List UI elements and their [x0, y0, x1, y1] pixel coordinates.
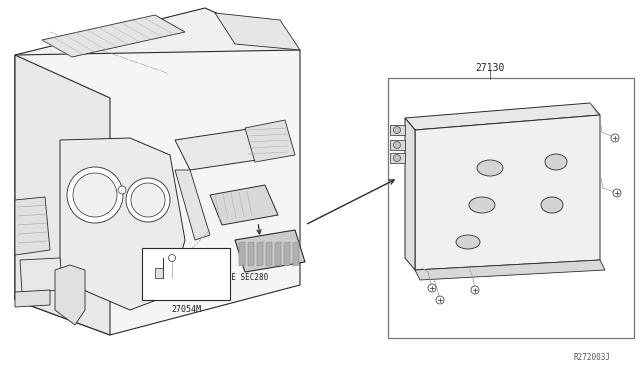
Text: 27130A: 27130A [190, 263, 218, 273]
Circle shape [613, 189, 621, 197]
Polygon shape [405, 103, 600, 130]
Bar [142, 248, 230, 300]
Text: SEE SEC280: SEE SEC280 [222, 273, 268, 282]
Circle shape [471, 286, 479, 294]
Polygon shape [20, 258, 63, 292]
Polygon shape [15, 50, 300, 335]
Circle shape [168, 254, 175, 262]
Polygon shape [257, 242, 263, 266]
Polygon shape [390, 153, 405, 163]
Polygon shape [415, 260, 605, 280]
Polygon shape [275, 242, 281, 266]
Circle shape [67, 167, 123, 223]
Polygon shape [42, 15, 185, 57]
Circle shape [611, 134, 619, 142]
Polygon shape [210, 185, 278, 225]
Polygon shape [15, 55, 110, 335]
Polygon shape [175, 128, 270, 170]
Polygon shape [390, 140, 405, 150]
Polygon shape [60, 138, 185, 310]
Polygon shape [245, 120, 295, 162]
Circle shape [118, 186, 126, 194]
Circle shape [428, 284, 436, 292]
Polygon shape [15, 8, 300, 98]
Polygon shape [15, 197, 50, 255]
Polygon shape [248, 242, 254, 266]
Polygon shape [415, 115, 600, 270]
Polygon shape [239, 242, 245, 266]
Ellipse shape [469, 197, 495, 213]
Polygon shape [175, 170, 210, 240]
Polygon shape [155, 268, 163, 278]
Bar [388, 78, 634, 338]
Polygon shape [293, 242, 299, 266]
Polygon shape [55, 265, 85, 325]
Ellipse shape [477, 160, 503, 176]
Text: 27130: 27130 [476, 63, 505, 73]
Circle shape [394, 141, 401, 148]
Text: R272003J: R272003J [573, 353, 610, 362]
Circle shape [131, 183, 165, 217]
Circle shape [73, 173, 117, 217]
Polygon shape [235, 230, 305, 272]
Polygon shape [284, 242, 290, 266]
Ellipse shape [545, 154, 567, 170]
Circle shape [394, 154, 401, 161]
Ellipse shape [456, 235, 480, 249]
Polygon shape [266, 242, 272, 266]
Ellipse shape [541, 197, 563, 213]
Polygon shape [15, 290, 50, 307]
Circle shape [394, 126, 401, 134]
Circle shape [126, 178, 170, 222]
Text: 27054M: 27054M [171, 305, 201, 314]
Polygon shape [215, 13, 300, 50]
Polygon shape [405, 118, 415, 270]
Circle shape [436, 296, 444, 304]
Polygon shape [390, 125, 405, 135]
